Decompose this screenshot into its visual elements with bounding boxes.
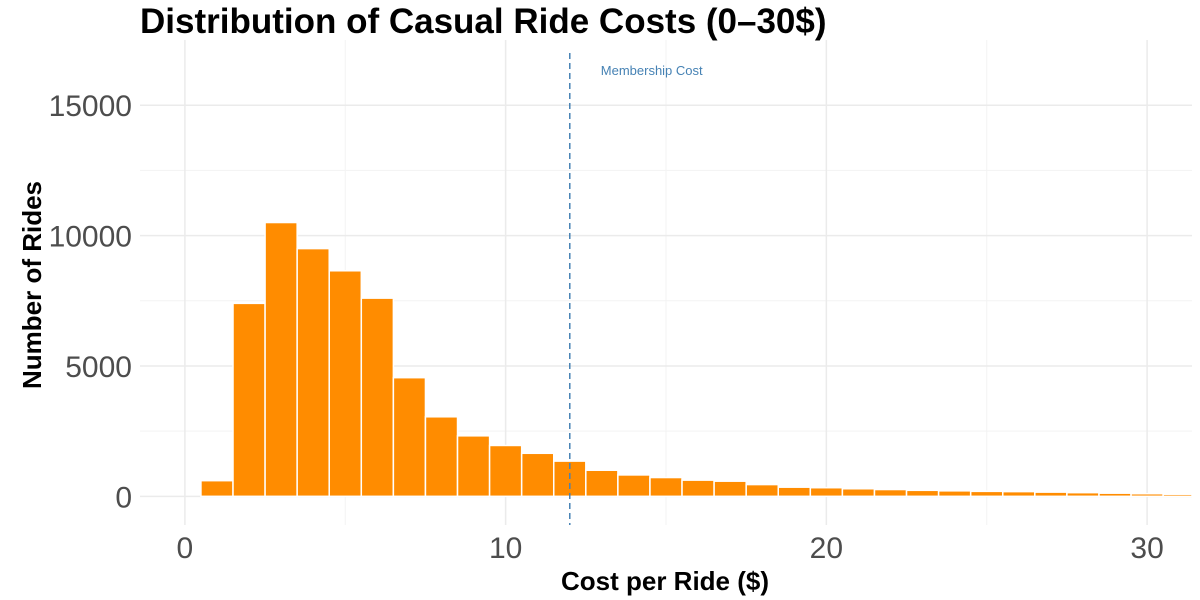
histogram-bar xyxy=(264,221,298,498)
y-tick-label: 10000 xyxy=(49,221,132,254)
histogram-bar xyxy=(873,488,908,498)
membership-cost-label: Membership Cost xyxy=(601,63,703,78)
y-tick-label: 0 xyxy=(115,481,132,514)
histogram-bar xyxy=(424,416,459,498)
histogram-bar xyxy=(841,488,876,498)
y-tick-label: 5000 xyxy=(65,351,132,384)
histogram-bar xyxy=(328,270,363,498)
histogram-bar xyxy=(809,486,844,498)
histogram-bar xyxy=(745,483,780,498)
y-axis-title: Number of Rides xyxy=(17,181,47,389)
histogram-bar xyxy=(585,469,619,498)
chart-title: Distribution of Casual Ride Costs (0–30$… xyxy=(140,2,827,41)
histogram-bar xyxy=(1130,492,1164,498)
reference-line-group: Membership Cost xyxy=(569,53,703,525)
histogram-bar xyxy=(617,474,651,498)
histogram-bar xyxy=(937,490,972,498)
x-tick-label: 10 xyxy=(489,532,522,565)
histogram-bar xyxy=(1066,491,1100,498)
histogram-bar xyxy=(777,486,812,498)
histogram-bar xyxy=(713,480,747,498)
bars xyxy=(200,221,1193,498)
histogram-bar xyxy=(969,490,1004,498)
histogram-bar xyxy=(488,444,523,498)
x-tick-label: 20 xyxy=(810,532,843,565)
histogram-bar xyxy=(200,479,234,498)
x-tick-label: 0 xyxy=(177,532,194,565)
histogram-bar xyxy=(649,476,683,498)
histogram-bar xyxy=(360,297,395,498)
x-tick-label: 30 xyxy=(1130,532,1163,565)
x-tick-labels: 0 10 20 30 xyxy=(177,532,1164,565)
histogram-bar xyxy=(456,435,491,498)
histogram-bar xyxy=(1034,491,1068,498)
x-axis-title: Cost per Ride ($) xyxy=(561,566,769,596)
histogram-bar xyxy=(681,479,715,498)
histogram-bar xyxy=(1098,492,1132,498)
histogram-bar xyxy=(1002,490,1036,498)
histogram-bar xyxy=(520,452,555,498)
histogram-bar xyxy=(905,489,940,498)
histogram-bar xyxy=(392,376,427,498)
y-tick-label: 15000 xyxy=(49,90,132,123)
histogram-bar xyxy=(296,247,330,498)
y-tick-labels: 0 5000 10000 15000 xyxy=(49,90,132,514)
histogram-bar xyxy=(232,302,266,498)
histogram-bar xyxy=(1162,493,1193,498)
